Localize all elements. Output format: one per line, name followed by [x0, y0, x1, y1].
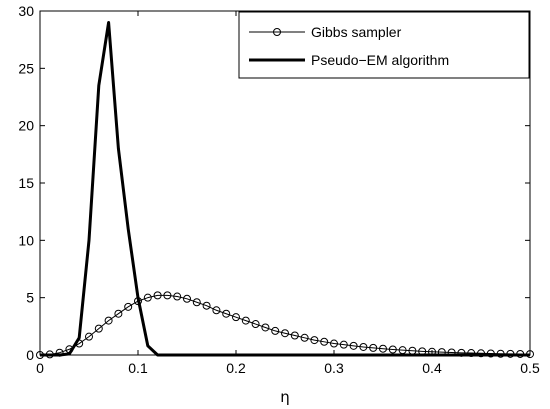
y-tick-label: 0 [26, 347, 34, 363]
series-gibbs-sampler-point [300, 333, 309, 342]
legend-gibbs-marker [273, 28, 281, 36]
y-tick-label: 10 [18, 232, 34, 248]
y-tick-label: 20 [18, 118, 34, 134]
series-gibbs-sampler-point [467, 349, 476, 358]
series-gibbs-sampler-point [379, 344, 387, 353]
series-gibbs-sampler-point [183, 294, 191, 303]
series-gibbs-sampler-point [339, 340, 348, 349]
series-gibbs-sampler-point [330, 339, 338, 348]
series-gibbs-sampler-point [477, 349, 485, 358]
x-tick-label: 0.1 [128, 360, 148, 376]
y-tick-label: 25 [18, 60, 34, 76]
series-gibbs-sampler-point [359, 342, 368, 351]
series-gibbs-sampler-point [281, 329, 289, 338]
x-tick-label: 0.3 [324, 360, 344, 376]
series-gibbs-sampler-point [153, 291, 162, 300]
axis-layer: 0 0.1 0.2 0.3 0.4 0.5 0 5 10 15 20 25 30 [18, 3, 540, 376]
legend: Gibbs sampler Pseudo−EM algorithm [238, 11, 530, 79]
x-tick-label: 0.5 [520, 360, 540, 376]
series-gibbs-sampler-point [388, 345, 397, 354]
series-gibbs-sampler-point [85, 332, 93, 341]
legend-box [238, 11, 530, 79]
series-gibbs-sampler-point [222, 309, 231, 318]
series-gibbs-sampler-point [173, 292, 182, 301]
series-gibbs-sampler-point [349, 341, 358, 350]
series-gibbs-sampler-point [114, 309, 123, 318]
series-gibbs-sampler-point [192, 298, 201, 307]
legend-pseudo-em-label: Pseudo−EM algorithm [311, 52, 449, 68]
series-gibbs-sampler-point [212, 306, 221, 315]
x-tick-label: 0.2 [226, 360, 246, 376]
series-gibbs-sampler-point [143, 293, 152, 302]
x-tick-label: 0 [36, 360, 44, 376]
x-axis-label: η [280, 388, 290, 406]
y-tick-label: 30 [18, 3, 34, 19]
series-gibbs-sampler-point [320, 337, 329, 346]
series-gibbs-sampler-point [124, 302, 133, 311]
series-gibbs-sampler-point [94, 324, 103, 333]
series-gibbs-sampler-point [261, 323, 270, 332]
y-tick-label: 15 [18, 175, 34, 191]
legend-gibbs-label: Gibbs sampler [311, 24, 402, 40]
x-tick-label: 0.4 [422, 360, 442, 376]
y-tick-label: 5 [26, 290, 34, 306]
series-gibbs-sampler-point [271, 326, 280, 335]
series-gibbs-sampler-point [290, 331, 299, 340]
series-gibbs-sampler-point [369, 343, 378, 352]
series-gibbs-sampler-point [163, 291, 172, 300]
series-gibbs-sampler-point [251, 320, 260, 329]
series-gibbs-sampler-point [310, 336, 319, 345]
series-gibbs-sampler-point [241, 316, 250, 325]
series-gibbs-sampler-point [202, 301, 211, 310]
series-gibbs-sampler-point [232, 313, 240, 322]
series-gibbs-sampler-point [104, 316, 113, 325]
